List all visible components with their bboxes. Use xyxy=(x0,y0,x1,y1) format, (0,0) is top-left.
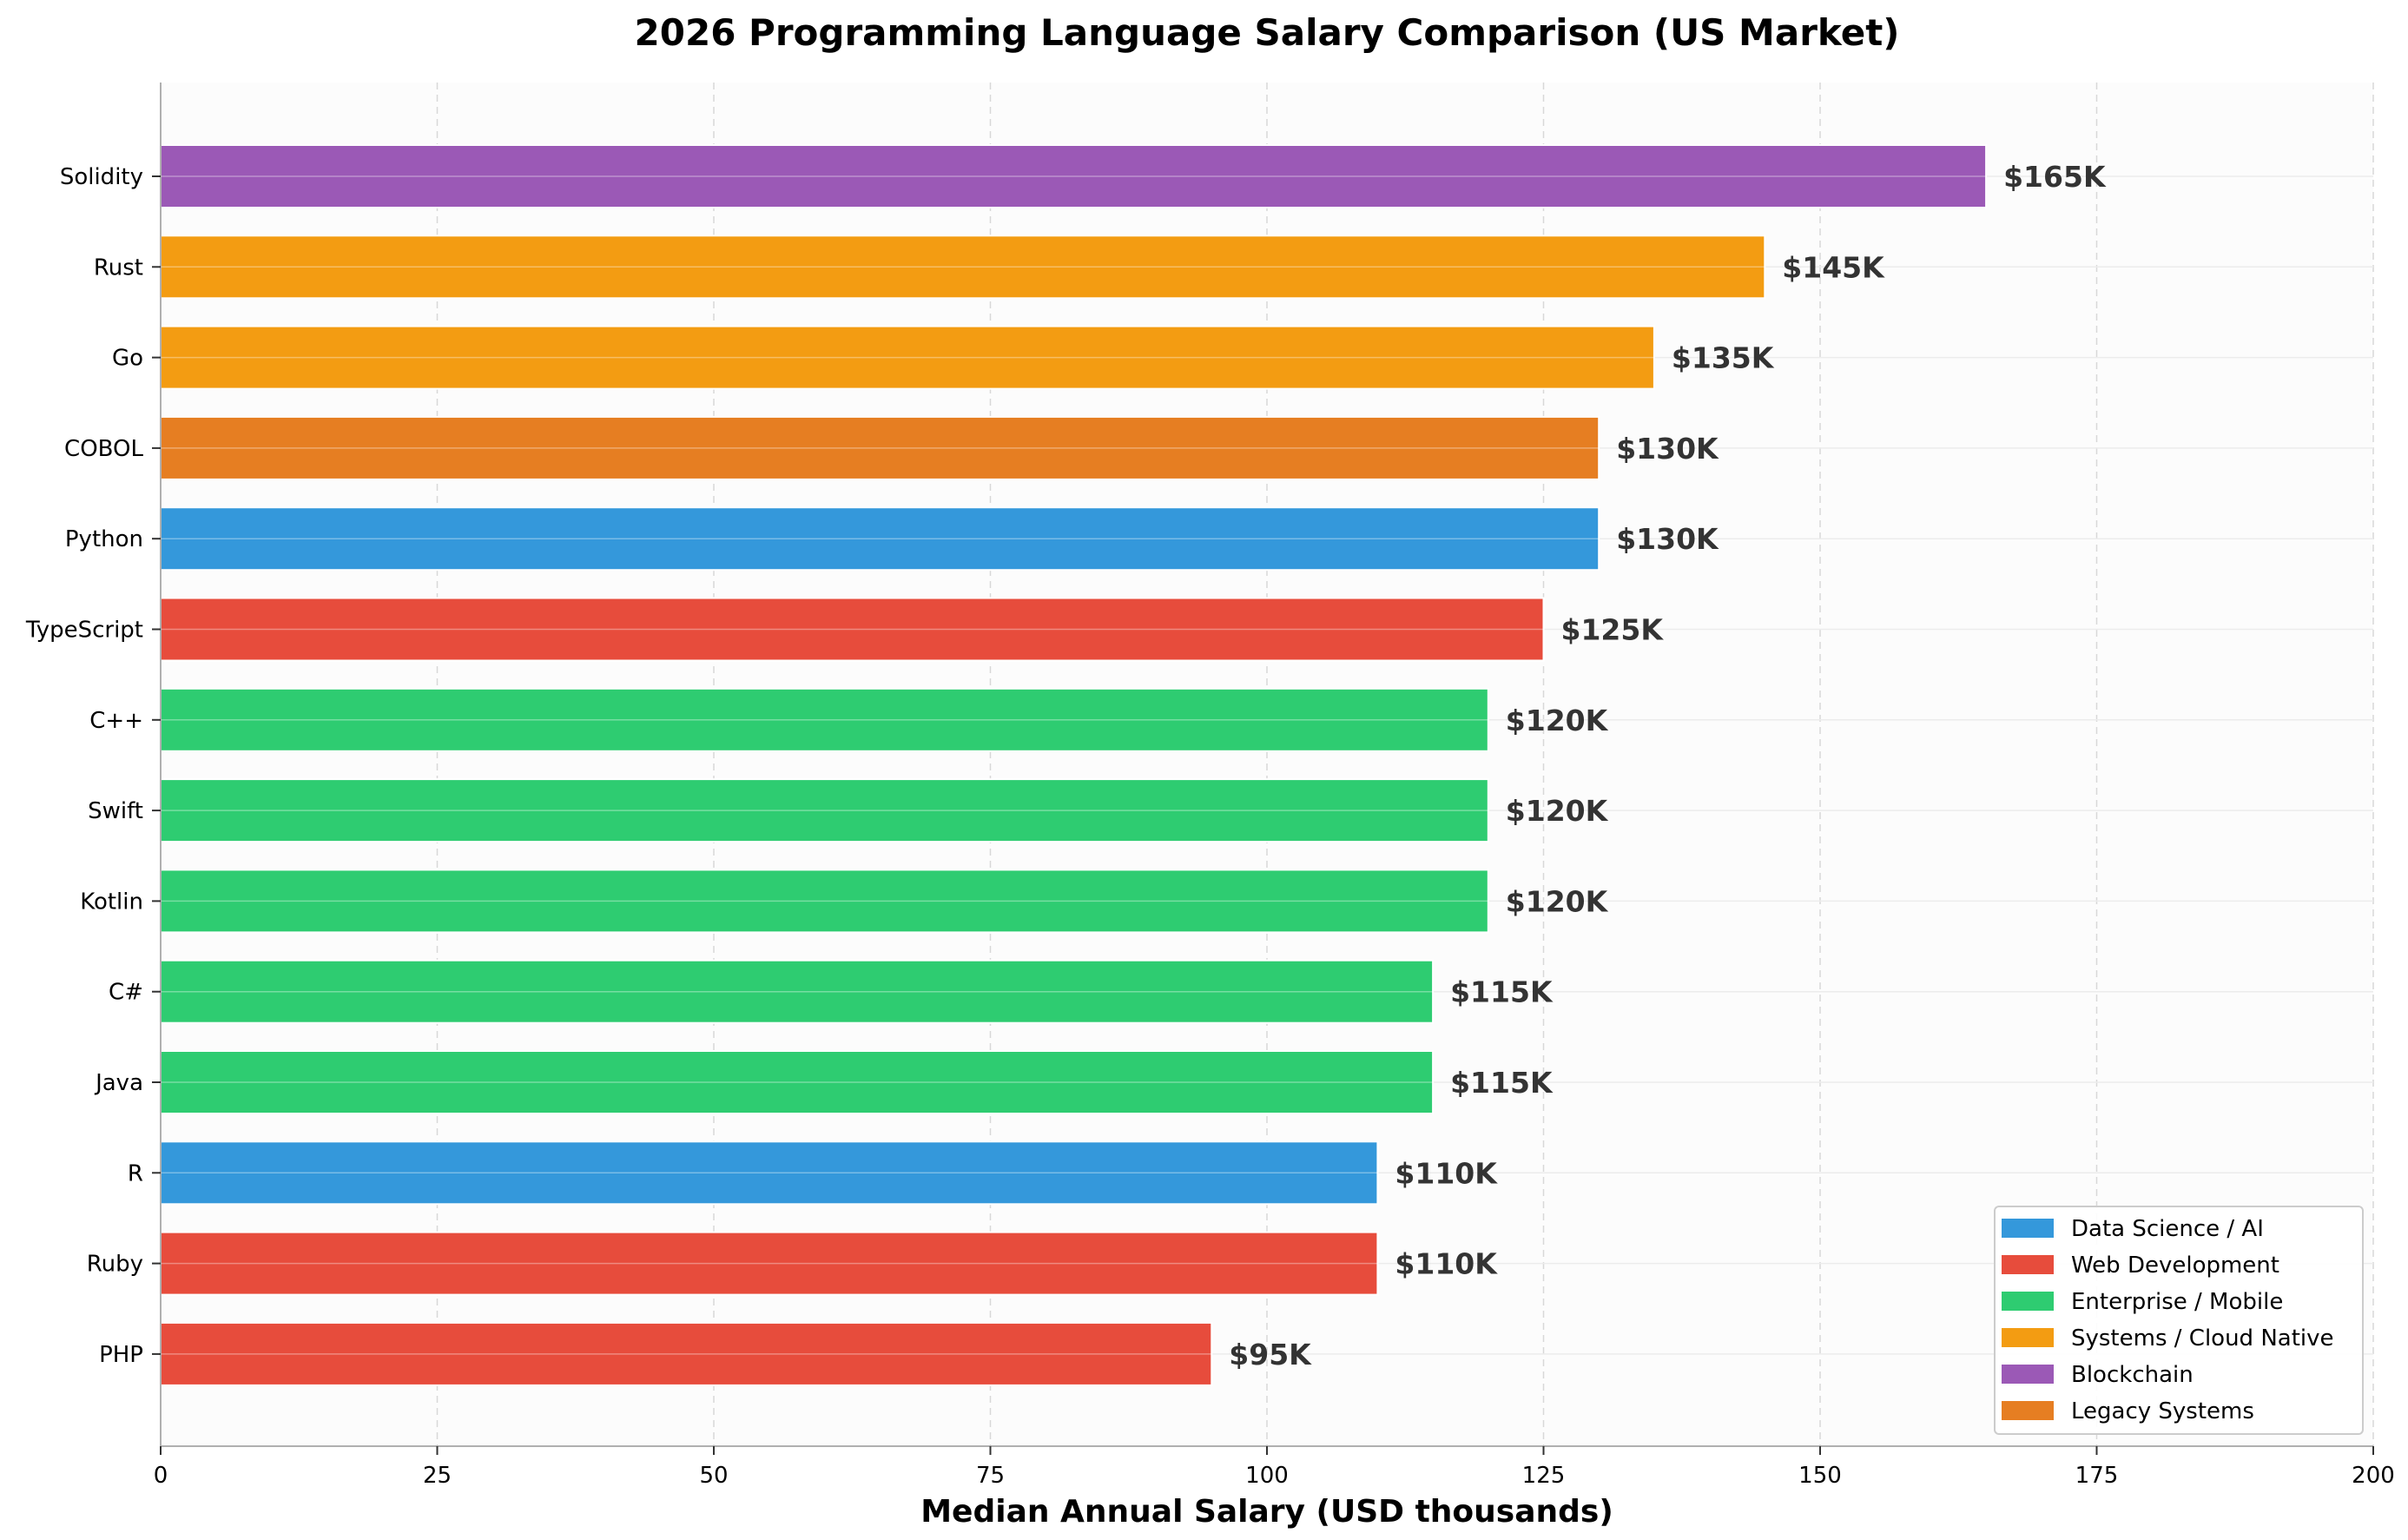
bar-ruby xyxy=(160,1231,1379,1296)
y-tick-label: Rust xyxy=(94,254,143,281)
legend-entry: Data Science / AI xyxy=(2071,1216,2264,1242)
bar-r xyxy=(160,1140,1379,1206)
y-tick-label: Swift xyxy=(88,798,143,824)
data-label: $130K xyxy=(1616,522,1719,556)
legend-swatch xyxy=(2002,1255,2054,1274)
legend-swatch xyxy=(2002,1328,2054,1347)
y-tick-label: Java xyxy=(94,1070,143,1096)
bars xyxy=(160,144,1988,1386)
y-tick-label: C# xyxy=(109,980,143,1006)
y-tick-label: Go xyxy=(112,346,143,372)
bar-rust xyxy=(160,235,1766,300)
data-label: $115K xyxy=(1450,1066,1554,1100)
legend-swatch xyxy=(2002,1365,2054,1384)
y-tick-label: Python xyxy=(65,526,143,552)
legend-entry: Enterprise / Mobile xyxy=(2071,1289,2283,1315)
bar-typescript xyxy=(160,597,1545,662)
legend-swatch xyxy=(2002,1292,2054,1311)
data-label: $110K xyxy=(1395,1156,1498,1190)
legend-entry: Web Development xyxy=(2071,1252,2279,1279)
bar-c- xyxy=(160,959,1435,1024)
x-tick-label: 75 xyxy=(976,1463,1005,1489)
data-label: $165K xyxy=(2003,160,2107,194)
bar-cobol xyxy=(160,415,1600,480)
data-label: $125K xyxy=(1561,613,1665,647)
x-tick-label: 150 xyxy=(1798,1463,1842,1489)
bar-kotlin xyxy=(160,869,1489,934)
data-label: $145K xyxy=(1782,250,1885,284)
x-tick-label: 175 xyxy=(2075,1463,2119,1489)
data-label: $135K xyxy=(1672,341,1775,375)
bar-php xyxy=(160,1321,1213,1386)
legend: Data Science / AI Web Development Enterpri… xyxy=(1994,1206,2364,1435)
bar-java xyxy=(160,1050,1435,1114)
legend-entry: Blockchain xyxy=(2071,1362,2194,1388)
legend-entry: Systems / Cloud Native xyxy=(2071,1325,2334,1352)
x-tick-label: 200 xyxy=(2352,1463,2395,1489)
y-tick-label: Ruby xyxy=(87,1252,143,1278)
y-tick-label: R xyxy=(128,1160,143,1186)
y-tick-label: PHP xyxy=(99,1342,143,1368)
data-label: $95K xyxy=(1229,1338,1312,1371)
data-label: $120K xyxy=(1506,884,1609,918)
bar-c- xyxy=(160,687,1489,752)
x-tick-label: 0 xyxy=(154,1463,168,1489)
legend-box xyxy=(1994,1206,2364,1435)
data-label: $120K xyxy=(1506,794,1609,828)
ticks: 0 25 50 75 100 125 150 175 200 Solidity Rust Go COBO… xyxy=(25,164,2395,1489)
bar-go xyxy=(160,325,1655,390)
chart-title: 2026 Programming Language Salary Compari… xyxy=(635,11,1900,54)
legend-items: Data Science / AI Web Development Enterpri… xyxy=(2002,1216,2334,1424)
bar-python xyxy=(160,506,1600,572)
data-label: $115K xyxy=(1450,975,1554,1009)
x-tick-label: 100 xyxy=(1245,1463,1289,1489)
x-axis-label: Median Annual Salary (USD thousands) xyxy=(920,1494,1613,1530)
bar-swift xyxy=(160,778,1489,843)
data-label: $120K xyxy=(1506,704,1609,737)
bar-solidity xyxy=(160,144,1988,208)
y-tick-label: TypeScript xyxy=(25,618,143,644)
legend-entry: Legacy Systems xyxy=(2071,1398,2254,1424)
data-label: $110K xyxy=(1395,1247,1498,1281)
x-tick-label: 50 xyxy=(699,1463,728,1489)
value-labels: $165K $145K $135K $130K $130K $125K $120K $120K… xyxy=(1229,160,2107,1371)
x-tick-label: 25 xyxy=(423,1463,452,1489)
y-tick-label: COBOL xyxy=(64,436,143,462)
y-tick-label: Kotlin xyxy=(80,889,143,915)
legend-swatch xyxy=(2002,1401,2054,1420)
y-tick-label: C++ xyxy=(89,708,143,734)
x-tick-label: 125 xyxy=(1522,1463,1566,1489)
data-label: $130K xyxy=(1616,432,1719,466)
y-tick-label: Solidity xyxy=(60,164,143,190)
legend-swatch xyxy=(2002,1219,2054,1238)
